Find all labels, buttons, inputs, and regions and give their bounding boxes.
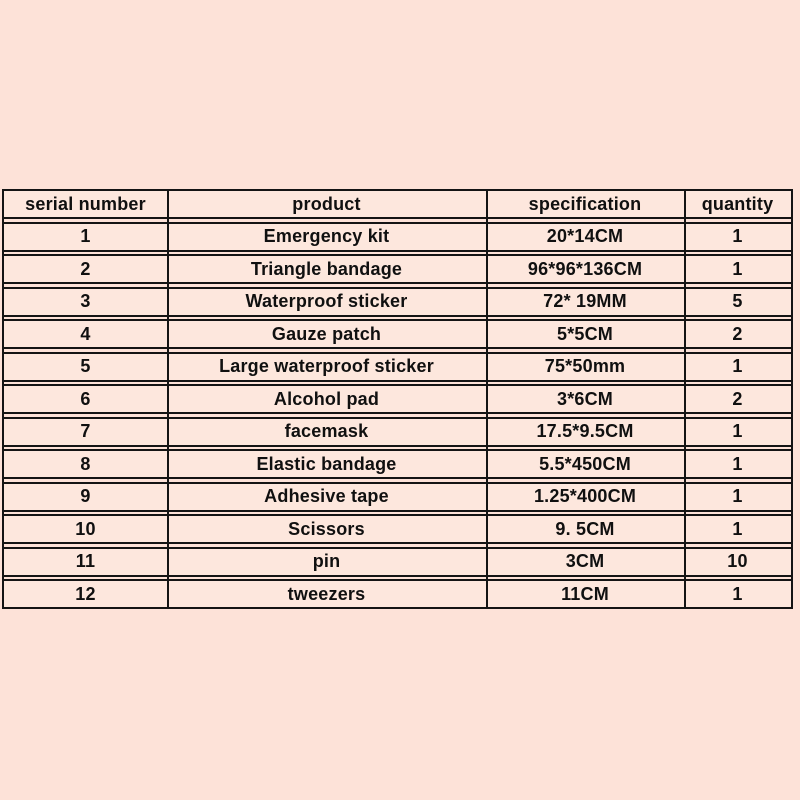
cell-quantity: 1	[732, 486, 743, 506]
cell-product: Adhesive tape	[264, 486, 389, 506]
cell-serial-number: 11	[75, 551, 96, 571]
cell-specification: 72* 19MM	[543, 291, 627, 311]
cell-specification: 96*96*136CM	[527, 258, 643, 279]
header-cell-quantity: quantity	[701, 193, 774, 214]
cell-product: Scissors	[288, 518, 365, 539]
table-row: 11 pin 3CM 10	[4, 546, 791, 577]
table-row: 8 Elastic bandage 5.5*450CM 1	[4, 449, 791, 479]
table-row: 2 Triangle bandage 96*96*136CM 1	[4, 254, 791, 284]
cell-serial-number: 2	[80, 258, 91, 279]
header-cell-serial-number: serial number	[25, 193, 146, 214]
cell-quantity: 1	[732, 453, 743, 474]
table-row: 7 facemask 17.5*9.5CM 1	[4, 416, 791, 447]
cell-specification: 3CM	[565, 551, 605, 571]
column-divider-specification-quantity	[684, 189, 686, 609]
cell-serial-number: 1	[80, 226, 91, 246]
cell-serial-number: 10	[75, 518, 96, 539]
cell-product: Alcohol pad	[273, 388, 380, 409]
cell-serial-number: 5	[80, 356, 91, 376]
cell-specification: 5.5*450CM	[539, 453, 631, 474]
cell-quantity: 1	[732, 226, 743, 246]
cell-specification: 9. 5CM	[555, 518, 615, 539]
table-row: 10 Scissors 9. 5CM 1	[4, 514, 791, 544]
table-row: 9 Adhesive tape 1.25*400CM 1	[4, 481, 791, 512]
cell-product: facemask	[284, 421, 369, 441]
cell-quantity: 2	[732, 323, 743, 344]
cell-product: Gauze patch	[271, 323, 382, 344]
cell-serial-number: 9	[80, 486, 91, 506]
cell-quantity: 1	[732, 421, 743, 441]
cell-product: Emergency kit	[263, 226, 390, 246]
cell-serial-number: 6	[80, 388, 91, 409]
header-cell-product: product	[292, 193, 361, 214]
cell-quantity: 1	[732, 583, 743, 604]
column-divider-product-specification	[486, 189, 488, 609]
cell-quantity: 1	[732, 356, 743, 376]
cell-quantity: 10	[727, 551, 748, 571]
cell-product: Triangle bandage	[250, 258, 403, 279]
cell-quantity: 5	[732, 291, 743, 311]
cell-serial-number: 4	[80, 323, 91, 344]
cell-specification: 17.5*9.5CM	[536, 421, 634, 441]
cell-specification: 3*6CM	[556, 388, 614, 409]
table-row: 5 Large waterproof sticker 75*50mm 1	[4, 351, 791, 382]
cell-serial-number: 7	[80, 421, 91, 441]
cell-product: Waterproof sticker	[245, 291, 408, 311]
cell-specification: 20*14CM	[546, 226, 624, 246]
cell-specification: 75*50mm	[544, 356, 626, 376]
column-divider-serial-product	[167, 189, 169, 609]
cell-product: Elastic bandage	[256, 453, 397, 474]
header-cell-specification: specification	[528, 193, 642, 214]
cell-product: pin	[312, 551, 341, 571]
product-spec-table: serial number product specification quan…	[2, 189, 793, 609]
cell-specification: 11CM	[561, 583, 609, 604]
table-row: 4 Gauze patch 5*5CM 2	[4, 319, 791, 349]
cell-specification: 5*5CM	[556, 323, 614, 344]
cell-quantity: 1	[732, 518, 743, 539]
cell-specification: 1.25*400CM	[533, 486, 637, 506]
cell-quantity: 1	[732, 258, 743, 279]
cell-serial-number: 8	[80, 453, 91, 474]
cell-serial-number: 12	[75, 583, 96, 604]
cell-product: Large waterproof sticker	[219, 356, 434, 376]
table-row: 12 tweezers 11CM 1	[4, 579, 791, 609]
table-row: 3 Waterproof sticker 72* 19MM 5	[4, 286, 791, 317]
table-row: 6 Alcohol pad 3*6CM 2	[4, 384, 791, 414]
cell-product: tweezers	[287, 583, 366, 604]
table-header-row: serial number product specification quan…	[4, 189, 791, 219]
table-row: 1 Emergency kit 20*14CM 1	[4, 221, 791, 252]
cell-quantity: 2	[732, 388, 743, 409]
cell-serial-number: 3	[80, 291, 91, 311]
